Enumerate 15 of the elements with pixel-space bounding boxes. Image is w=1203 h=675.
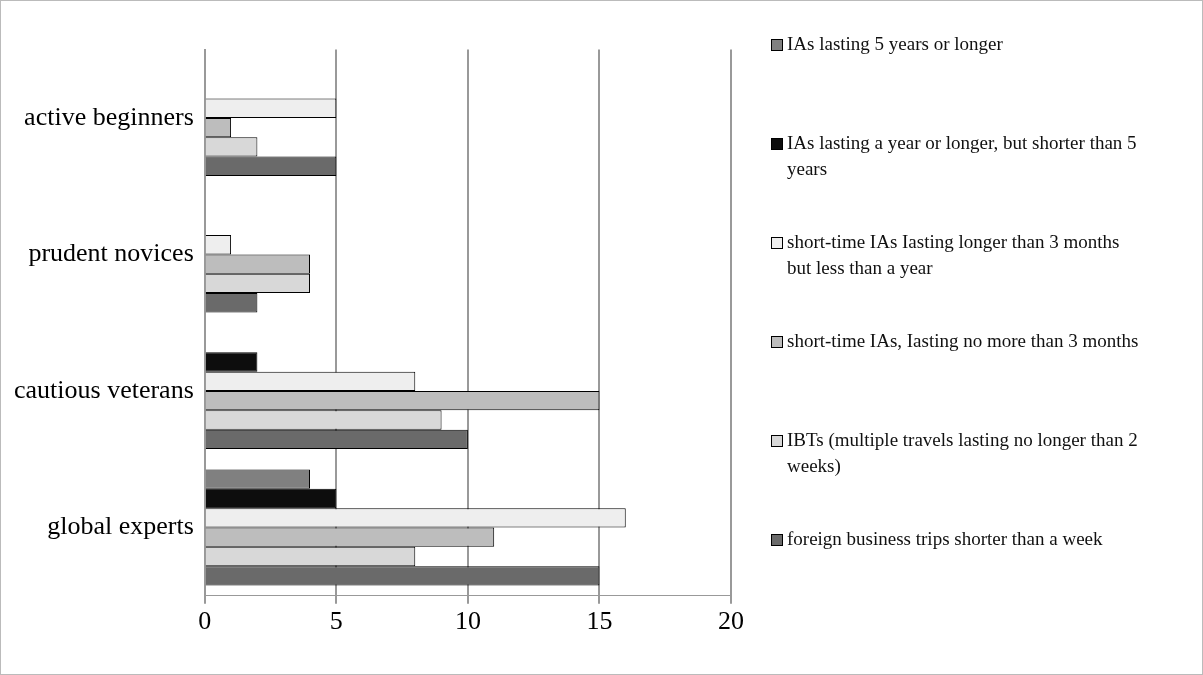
y-tick-label: global experts bbox=[47, 511, 194, 541]
y-tick-label: prudent novices bbox=[28, 238, 194, 268]
legend-label: IAs lasting a year or longer, but shorter than 5 years bbox=[787, 131, 1138, 181]
x-tick-label: 15 bbox=[586, 606, 613, 636]
y-tick-label: cautious veterans bbox=[14, 374, 194, 404]
y-tick-label: active beginners bbox=[24, 101, 194, 131]
legend-label: IAs lasting 5 years or longer bbox=[787, 32, 1003, 56]
legend-label: short-time IAs Iasting longer than 3 months but less than a year bbox=[787, 230, 1121, 280]
x-tick-label: 20 bbox=[718, 606, 744, 636]
legend-label: short-time IAs, Iasting no more than 3 months bbox=[787, 329, 1139, 353]
legend-label: foreign business trips shorter than a week bbox=[787, 527, 1103, 551]
x-tick-label: 5 bbox=[329, 606, 343, 636]
x-tick-label: 0 bbox=[198, 606, 212, 636]
x-tick-label: 10 bbox=[454, 606, 481, 636]
legend-label: IBTs (multiple travels lasting no longer than 2 weeks) bbox=[787, 428, 1139, 478]
